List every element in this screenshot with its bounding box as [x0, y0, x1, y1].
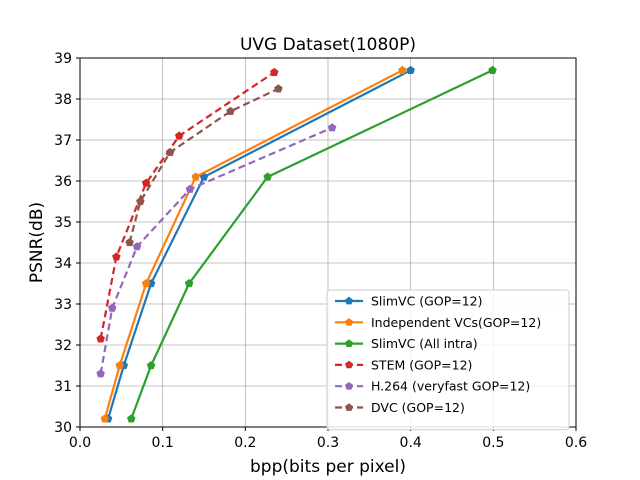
data-point: [165, 147, 175, 156]
legend-label: DVC (GOP=12): [371, 400, 465, 415]
series-layer: [96, 65, 497, 423]
data-point: [132, 242, 142, 251]
legend-item: Independent VCs(GOP=12): [335, 315, 541, 330]
data-point: [96, 369, 105, 378]
data-point: [184, 278, 194, 288]
data-point: [263, 172, 272, 181]
legend-label: STEM (GOP=12): [371, 357, 472, 372]
data-point: [112, 252, 121, 261]
x-tick-label: 0.4: [400, 435, 422, 451]
legend-marker: [345, 382, 353, 390]
data-point: [141, 178, 151, 187]
data-point: [269, 67, 279, 76]
x-tick-label: 0.1: [152, 435, 174, 451]
legend-item: DVC (GOP=12): [335, 400, 465, 415]
data-point: [274, 84, 283, 93]
legend-item: SlimVC (All intra): [335, 336, 478, 351]
y-tick-label: 30: [54, 420, 72, 436]
y-tick-label: 38: [54, 92, 72, 108]
legend: SlimVC (GOP=12) Independent VCs(GOP=12) Sl…: [326, 289, 570, 431]
data-point: [406, 65, 415, 74]
y-tick-label: 31: [54, 379, 72, 395]
data-point: [125, 237, 134, 247]
legend-marker: [345, 360, 353, 369]
y-axis-label: PSNR(dB): [27, 202, 47, 283]
data-point: [126, 414, 136, 423]
data-point: [115, 360, 124, 370]
data-point: [488, 65, 497, 74]
legend-box: [326, 289, 570, 431]
data-point: [185, 184, 195, 193]
series-2: [126, 65, 497, 423]
data-point: [136, 196, 145, 206]
data-point: [96, 334, 105, 343]
legend-label: SlimVC (GOP=12): [371, 294, 483, 309]
y-tick-label: 33: [54, 297, 72, 313]
series-1: [100, 65, 407, 423]
y-tick-label: 36: [54, 174, 72, 190]
legend-label: H.264 (veryfast GOP=12): [371, 379, 530, 394]
legend-item: STEM (GOP=12): [335, 357, 472, 372]
legend-label: SlimVC (All intra): [371, 336, 478, 351]
data-point: [191, 172, 201, 181]
y-tick-label: 35: [54, 215, 72, 231]
data-point: [327, 123, 337, 132]
data-point: [398, 65, 407, 74]
data-point: [141, 278, 151, 288]
legend-marker: [345, 403, 353, 411]
legend-marker: [345, 296, 353, 305]
data-point: [174, 131, 184, 140]
legend-label: Independent VCs(GOP=12): [371, 315, 541, 330]
legend-item: H.264 (veryfast GOP=12): [335, 379, 530, 394]
legend-item: SlimVC (GOP=12): [335, 294, 483, 309]
chart-title: UVG Dataset(1080P): [240, 35, 416, 55]
y-tick-label: 34: [54, 256, 72, 272]
data-point: [146, 360, 156, 370]
data-point: [100, 414, 110, 423]
series-3: [96, 67, 279, 343]
data-point: [226, 106, 235, 115]
series-line: [99, 71, 275, 340]
series-5: [125, 84, 283, 247]
x-axis-label: bpp(bits per pixel): [250, 457, 406, 477]
legend-marker: [345, 339, 353, 347]
axis-ticks: 0.0 0.1 0.2 0.3 0.4 0.5 0.6 30 31 32 33 34 35 36 37 38 3…: [54, 51, 587, 451]
series-4: [96, 123, 337, 378]
legend-marker: [345, 318, 353, 326]
y-tick-label: 37: [54, 133, 72, 149]
x-tick-label: 0.0: [69, 435, 91, 451]
x-tick-label: 0.6: [565, 435, 587, 451]
x-tick-label: 0.3: [317, 435, 339, 451]
y-tick-label: 39: [54, 51, 72, 67]
data-point: [107, 303, 117, 312]
y-tick-label: 32: [54, 338, 72, 354]
x-tick-label: 0.5: [482, 435, 504, 451]
x-tick-label: 0.2: [234, 435, 256, 451]
